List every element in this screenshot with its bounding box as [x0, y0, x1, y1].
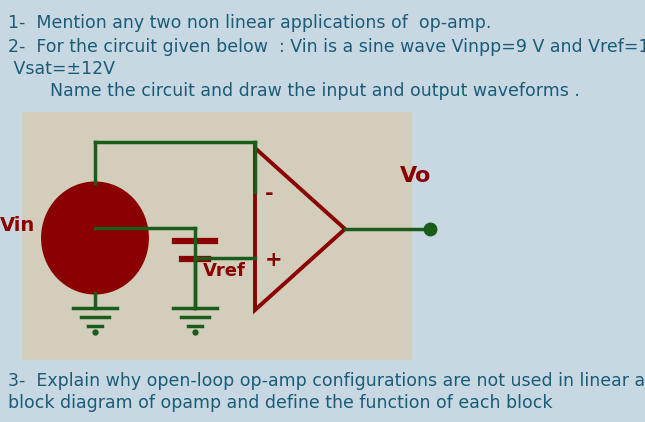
Text: 2-  For the circuit given below  : Vin is a sine wave Vinpp=9 V and Vref=1.2 V ,: 2- For the circuit given below : Vin is … [8, 38, 645, 56]
Text: +: + [265, 250, 283, 270]
Bar [22, 112, 412, 360]
Text: Vo: Vo [400, 166, 432, 186]
Text: Vin: Vin [0, 216, 35, 235]
Ellipse shape [43, 184, 147, 292]
Text: Name the circuit and draw the input and output waveforms .: Name the circuit and draw the input and … [28, 82, 580, 100]
Polygon shape [255, 148, 345, 310]
Text: Vref: Vref [203, 262, 246, 280]
Text: 3-  Explain why open-loop op-amp configurations are not used in linear applicati: 3- Explain why open-loop op-amp configur… [8, 372, 645, 390]
Text: 1-  Mention any two non linear applications of  op-amp.: 1- Mention any two non linear applicatio… [8, 14, 491, 32]
Text: Vsat=±12V: Vsat=±12V [8, 60, 115, 78]
Text: -: - [265, 184, 273, 204]
Text: block diagram of opamp and define the function of each block: block diagram of opamp and define the fu… [8, 394, 553, 412]
